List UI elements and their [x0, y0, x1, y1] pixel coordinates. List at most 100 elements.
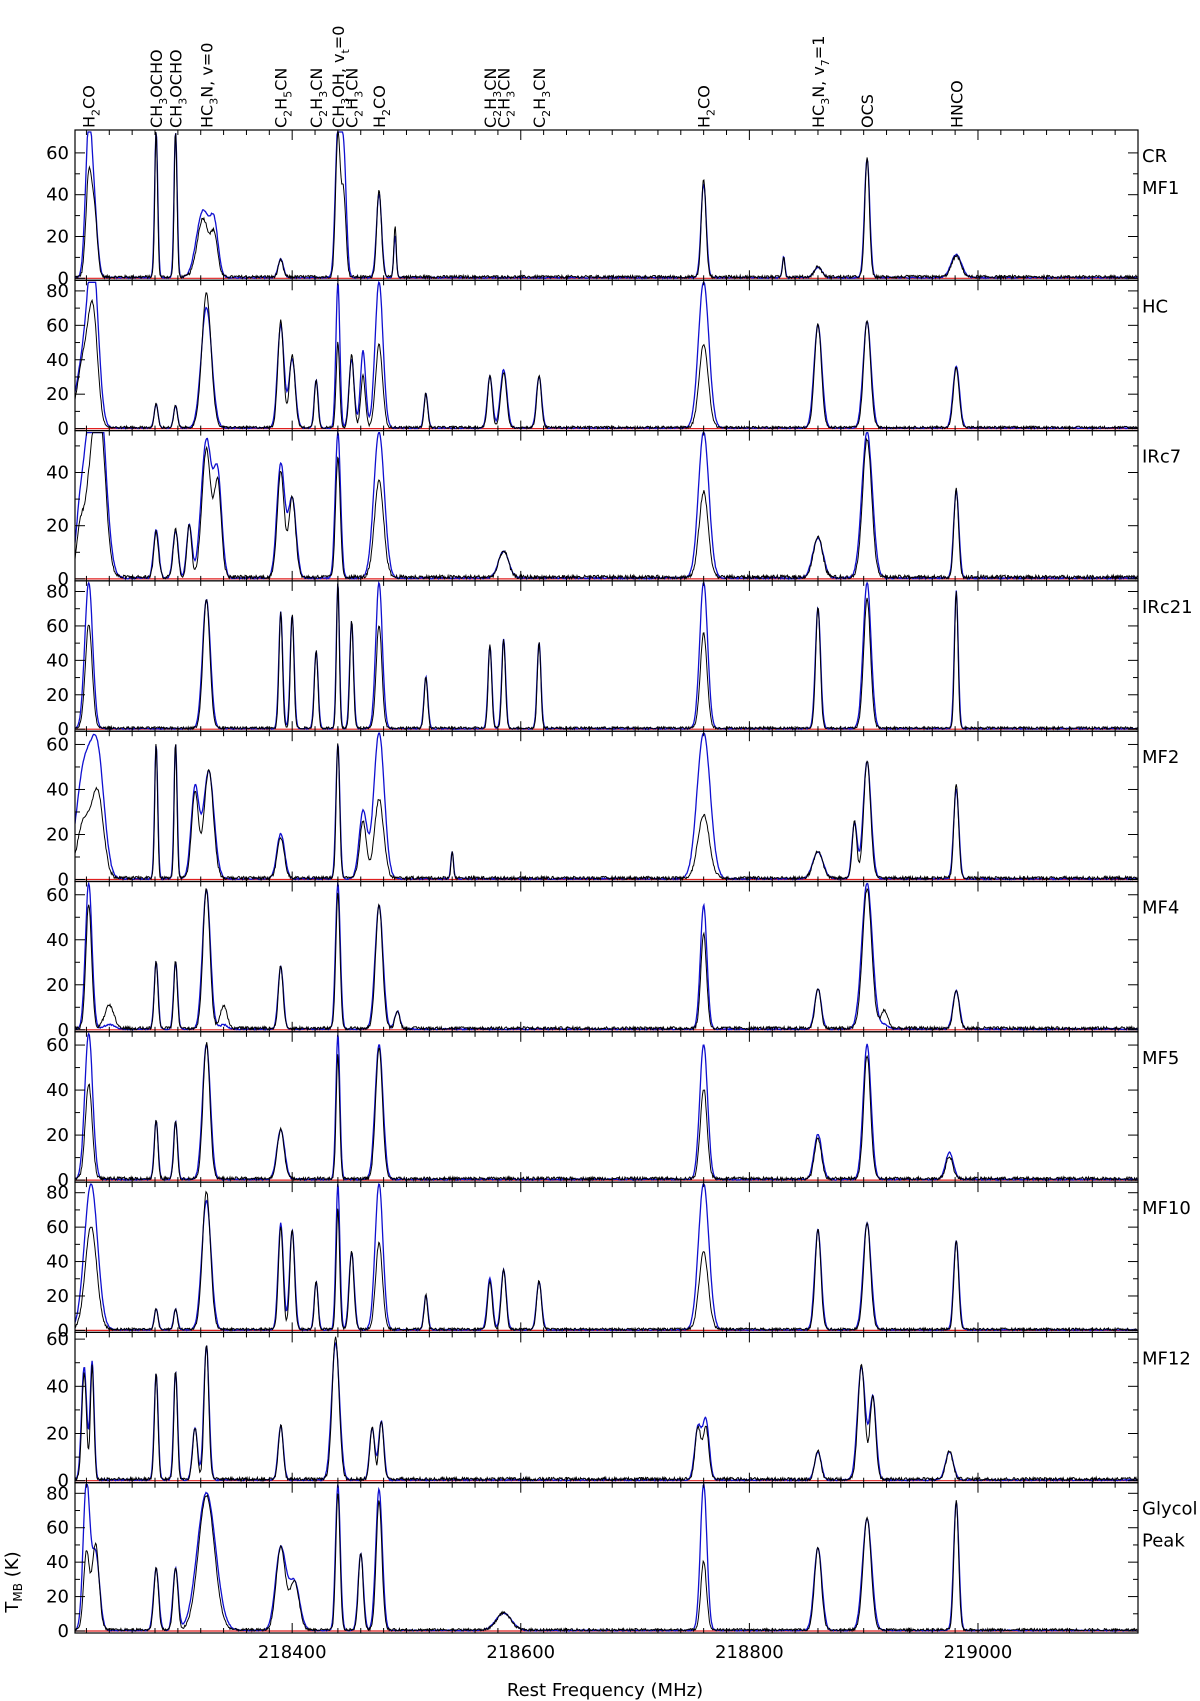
svg-text:CH3OCHO: CH3OCHO	[147, 49, 170, 128]
y-tick-label: 20	[46, 1125, 69, 1146]
model-spectrum-line	[75, 1483, 1138, 1633]
y-tick-label: 20	[46, 1286, 69, 1307]
panel-label: MF10	[1142, 1198, 1191, 1219]
observed-spectrum-line	[75, 1336, 1138, 1483]
panel-label: MF2	[1142, 747, 1179, 768]
y-tick-label: 60	[46, 616, 69, 637]
y-tick-label: 60	[46, 1518, 69, 1539]
panel-frame	[74, 279, 1139, 432]
panel-frame	[74, 1482, 1139, 1634]
observed-spectrum-line	[75, 887, 1138, 1032]
svg-text:TMB (K): TMB (K)	[2, 1551, 25, 1613]
observed-spectrum-line	[75, 131, 1138, 281]
y-tick-label: 0	[58, 268, 69, 289]
panel-frame	[74, 730, 1139, 883]
panel-frame	[74, 1331, 1139, 1484]
panel-label: CR	[1142, 146, 1167, 167]
molecule-label: C2H3CN	[481, 68, 504, 128]
model-spectrum-line	[75, 1341, 1138, 1483]
y-tick-label: 60	[46, 315, 69, 336]
molecule-label: C2H3CN	[307, 68, 330, 128]
molecule-label: CH3OCHO	[147, 49, 170, 128]
molecule-label: C2H3CN	[530, 68, 553, 128]
x-tick-label: 219000	[944, 1642, 1013, 1663]
y-tick-label: 0	[58, 1170, 69, 1191]
y-tick-label: 40	[46, 1552, 69, 1573]
x-axis: 218400 218600 218800 219000	[258, 1642, 1013, 1663]
model-spectrum-line	[75, 280, 1138, 430]
y-tick-label: 20	[46, 384, 69, 405]
model-spectrum-line	[75, 881, 1138, 1032]
y-tick-label: 20	[46, 227, 69, 248]
y-tick-label: 60	[46, 1035, 69, 1056]
spectrum-panel: 0 20 40 60 CR MF1	[46, 129, 1179, 289]
svg-text:H2CO: H2CO	[695, 85, 718, 128]
model-spectrum-line	[75, 131, 1138, 280]
y-tick-label: 40	[46, 350, 69, 371]
y-tick-label: 20	[46, 516, 69, 537]
molecule-label: C2H5CN	[272, 68, 295, 128]
y-tick-label: 40	[46, 1080, 69, 1101]
molecule-label: CH3OCHO	[167, 49, 190, 128]
observed-spectrum-line	[75, 583, 1138, 732]
spectrum-panel: 0 20 40 60 80 Glycol Peak	[46, 1482, 1198, 1642]
model-spectrum-line	[75, 732, 1138, 881]
y-tick-label: 20	[46, 1424, 69, 1445]
molecule-label: HNCO	[947, 80, 966, 128]
x-tick-label: 218800	[715, 1642, 784, 1663]
observed-spectrum-line	[75, 1190, 1138, 1333]
observed-spectrum-line	[75, 743, 1138, 882]
y-tick-label: 60	[46, 885, 69, 906]
spectrum-panel: 0 20 40 60 MF2	[46, 730, 1179, 891]
panel-label: IRc21	[1142, 597, 1193, 618]
model-spectrum-line	[75, 1183, 1138, 1332]
y-tick-label: 80	[46, 1483, 69, 1504]
svg-text:CH3OH, vt=0: CH3OH, vt=0	[329, 26, 352, 128]
panel-label: MF12	[1142, 1348, 1191, 1369]
molecule-label: CH3OH, vt=0	[329, 26, 352, 128]
svg-text:C2H3CN: C2H3CN	[530, 68, 553, 128]
svg-text:H2CO: H2CO	[370, 85, 393, 128]
svg-text:C2H3CN: C2H3CN	[343, 68, 366, 128]
y-tick-label: 20	[46, 975, 69, 996]
molecule-label: H2CO	[370, 85, 393, 128]
panel-frame	[74, 1031, 1139, 1183]
svg-text:HC3N, v7=1: HC3N, v7=1	[809, 36, 832, 128]
y-tick-label: 0	[58, 1621, 69, 1642]
molecule-label: H2CO	[695, 85, 718, 128]
model-spectrum-line	[75, 580, 1138, 731]
y-axis-title-sub: MB	[11, 1583, 25, 1602]
spectrum-panel: 0 20 40 IRc7	[46, 430, 1181, 590]
svg-text:CH3OCHO: CH3OCHO	[167, 49, 190, 128]
y-tick-label: 40	[46, 463, 69, 484]
observed-spectrum-line	[75, 432, 1138, 581]
molecule-label: H2CO	[80, 85, 103, 128]
y-tick-label: 60	[46, 1329, 69, 1350]
panel-frame	[74, 430, 1139, 582]
y-tick-label: 60	[46, 143, 69, 164]
panel-label-secondary: Peak	[1142, 1531, 1185, 1552]
y-axis-title-main: T	[2, 1601, 23, 1614]
y-axis-title: TMB (K)	[2, 1551, 25, 1613]
molecule-label: OCS	[858, 94, 877, 128]
spectrum-panel: 0 20 40 60 MF5	[46, 1031, 1179, 1191]
y-tick-label: 20	[46, 824, 69, 845]
panel-label: HC	[1142, 296, 1168, 317]
svg-text:HC3N, v=0: HC3N, v=0	[197, 43, 220, 128]
x-tick-label: 218600	[486, 1642, 555, 1663]
y-tick-label: 40	[46, 185, 69, 206]
panel-frame	[74, 129, 1139, 281]
panel-frame	[74, 1181, 1139, 1333]
observed-spectrum-line	[75, 292, 1138, 431]
model-spectrum-line	[75, 1032, 1138, 1182]
spectrum-panel: 0 20 40 60 MF4	[46, 880, 1179, 1041]
spectrum-panel: 0 20 40 60 MF12	[46, 1329, 1191, 1492]
y-tick-label: 40	[46, 650, 69, 671]
panel-label: Glycol	[1142, 1499, 1198, 1520]
panel-label: MF4	[1142, 898, 1179, 919]
panel-frame	[74, 880, 1139, 1033]
svg-text:C2H3CN: C2H3CN	[307, 68, 330, 128]
